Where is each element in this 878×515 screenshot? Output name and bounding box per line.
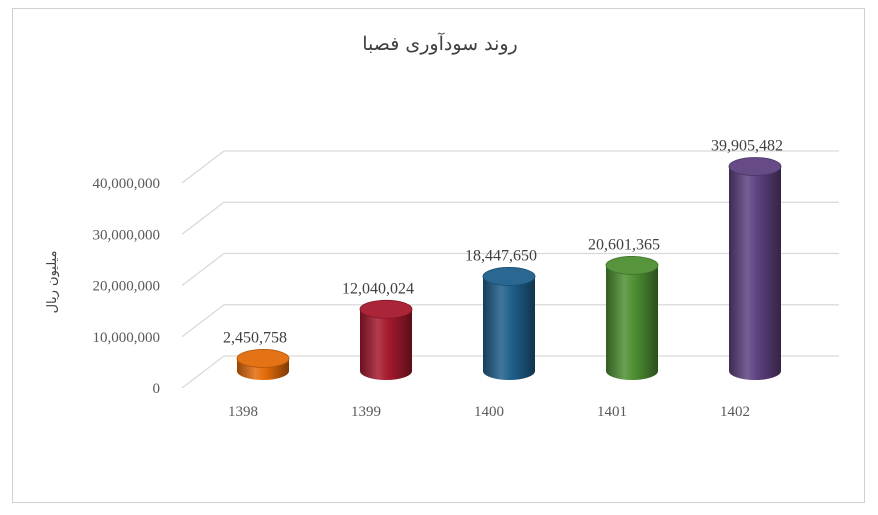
- bar-1402: [728, 157, 782, 380]
- data-label: 2,450,758: [223, 329, 287, 346]
- x-tick-label: 1400: [474, 404, 504, 420]
- data-labels: 2,450,758 12,040,024 18,447,650 20,601,365 3…: [223, 137, 783, 346]
- bar-1401: [605, 256, 659, 380]
- y-axis-label: میلیون ریال: [45, 251, 60, 314]
- y-tick-labels: 0 10,000,000 20,000,000 30,000,000 40,000,00…: [93, 176, 161, 397]
- bar-body: [360, 309, 412, 380]
- y-tick-label: 40,000,000: [93, 176, 161, 192]
- bars: [236, 157, 782, 380]
- chart-frame: [12, 8, 865, 503]
- bar-body: [729, 166, 781, 380]
- bar-1398: [236, 349, 290, 380]
- bar-body: [483, 276, 535, 380]
- gridline-diagonal: [181, 150, 225, 184]
- data-label: 20,601,365: [588, 236, 660, 253]
- chart-title: روند سودآوری فصبا: [362, 32, 517, 55]
- x-tick-label: 1398: [228, 404, 258, 420]
- bar-1400: [482, 267, 536, 380]
- y-tick-label: 30,000,000: [93, 227, 161, 243]
- data-label: 18,447,650: [465, 247, 537, 264]
- bar-top: [605, 256, 659, 275]
- gridline-diagonal: [181, 253, 225, 286]
- gridline-diagonal: [181, 304, 225, 338]
- x-tick-label: 1402: [720, 404, 750, 420]
- y-tick-label: 10,000,000: [93, 330, 161, 346]
- bar-top: [482, 267, 536, 286]
- x-tick-labels: 1398 1399 1400 1401 1402: [228, 404, 750, 420]
- gridline-diagonal: [181, 201, 225, 235]
- gridline-diagonal: [181, 355, 225, 389]
- x-tick-label: 1399: [351, 404, 381, 420]
- x-tick-label: 1401: [597, 404, 627, 420]
- bar-top: [728, 157, 782, 176]
- bar-body: [606, 265, 658, 380]
- data-label: 12,040,024: [342, 280, 414, 297]
- y-tick-label: 0: [153, 381, 161, 397]
- data-label: 39,905,482: [711, 137, 783, 154]
- y-tick-label: 20,000,000: [93, 279, 161, 295]
- bar-top: [236, 349, 290, 368]
- bar-top: [359, 299, 413, 319]
- bar-1399: [359, 299, 413, 380]
